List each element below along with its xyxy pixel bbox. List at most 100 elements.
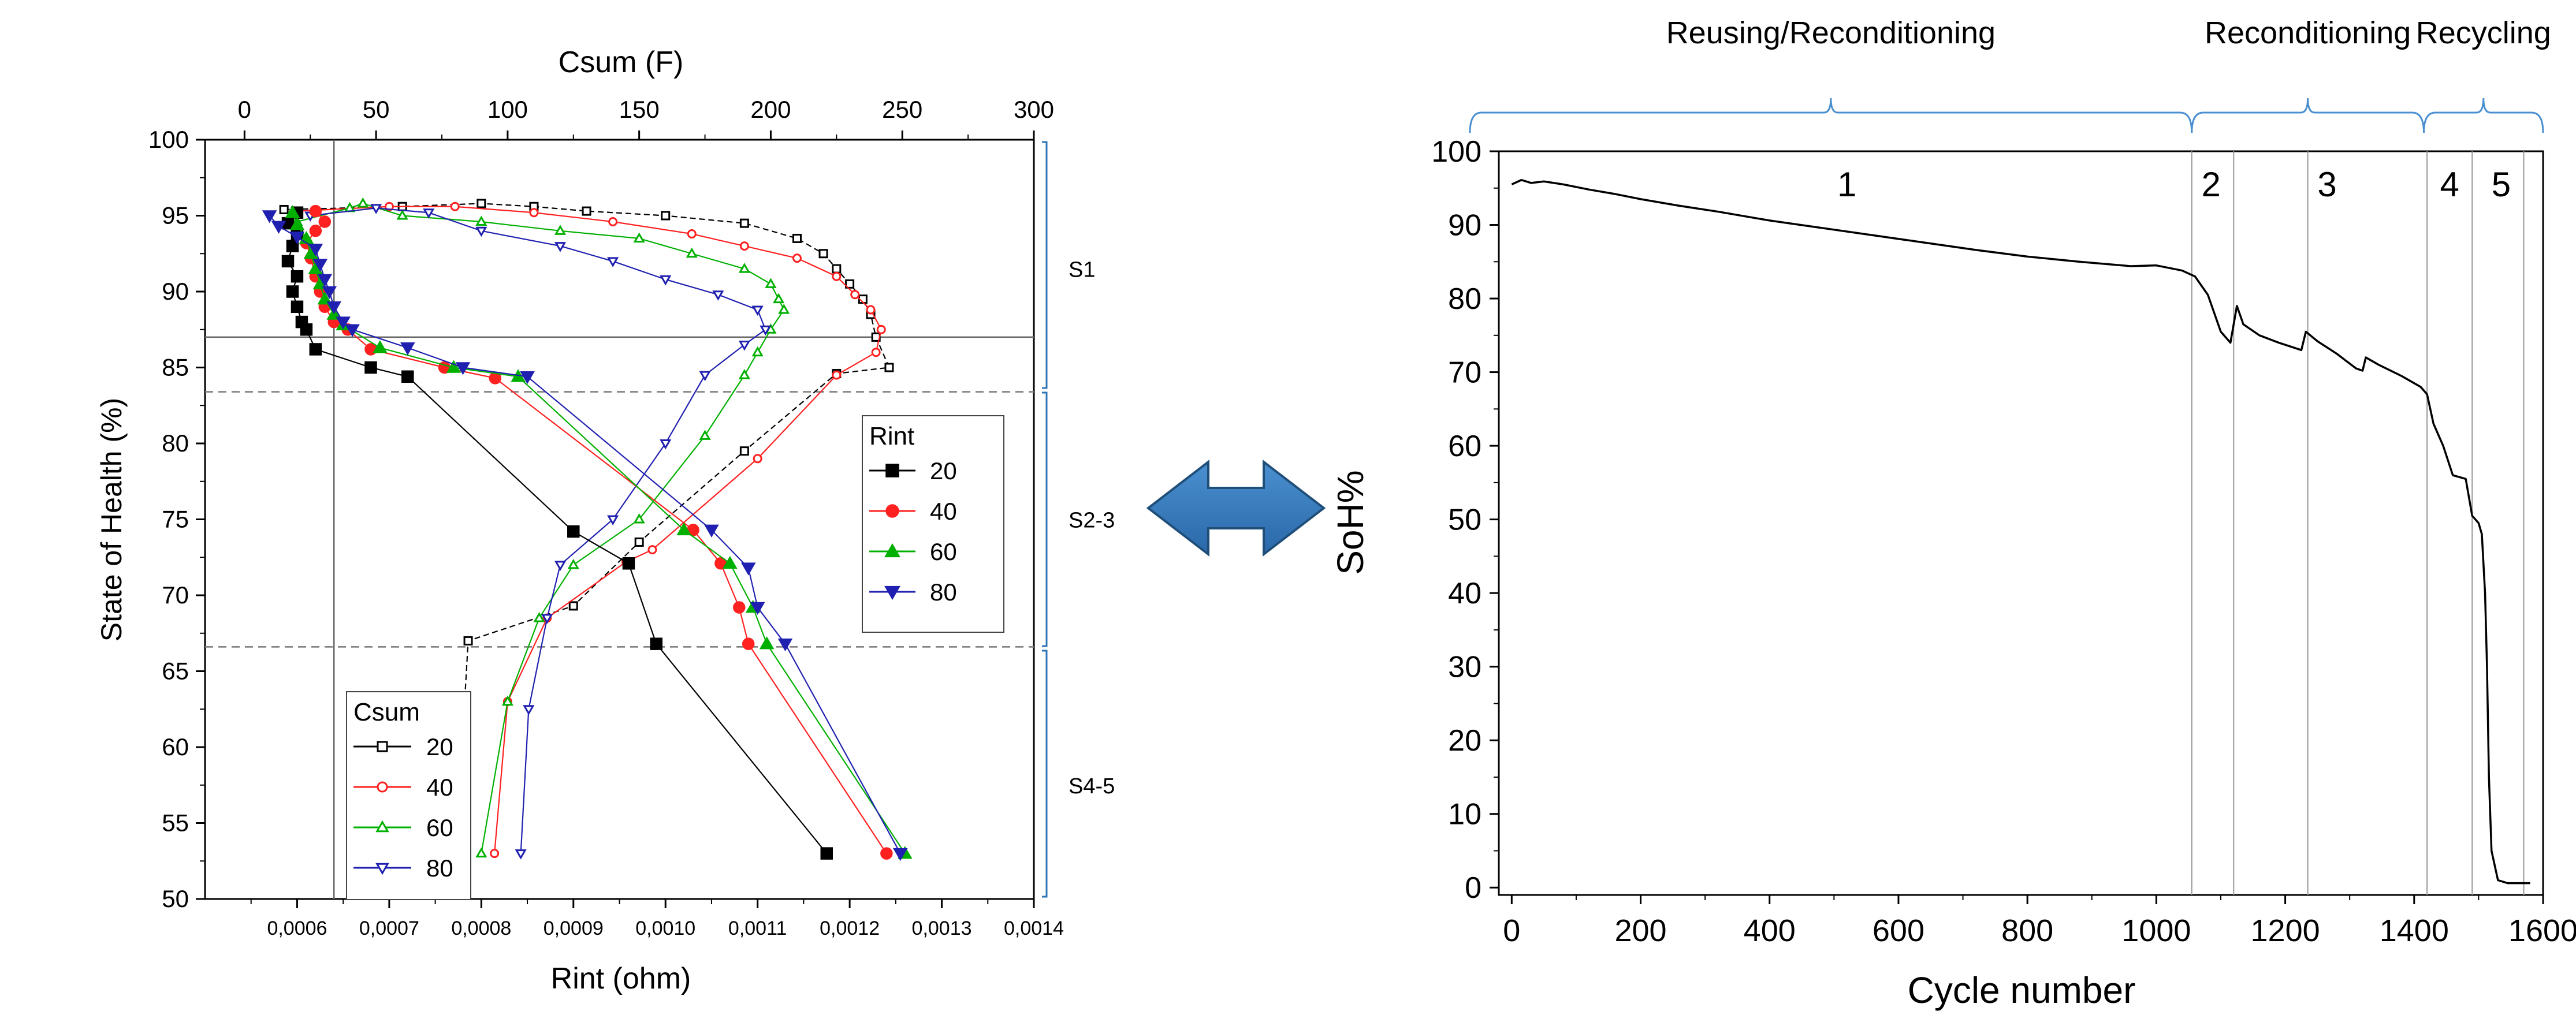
csum-legend-label: 40 [426,774,453,801]
csum-point-40 [850,290,860,300]
rint-point-60 [759,636,775,650]
csum-point-80 [541,614,553,624]
left-x-axis-title: Rint (ohm) [551,962,691,995]
left-x2-tick-label: 0 [238,96,251,123]
csum-point-20 [582,206,591,216]
phase-brace [2191,98,2425,133]
csum-point-80 [423,208,435,219]
rint-point-80 [893,848,908,861]
rint-point-40 [742,637,755,650]
right-y-tick-label: 50 [1448,503,1481,537]
rint-point-80 [400,342,415,356]
csum-point-60 [533,611,545,622]
right-y-axis-title: SoH% [1330,470,1371,574]
csum-point-40 [832,370,842,380]
left-y-tick-label: 55 [162,809,189,837]
csum-point-60 [475,215,487,226]
rint-point-40 [733,601,746,614]
rint-point-80 [271,221,286,234]
csum-point-60 [765,278,777,288]
rint-point-80 [326,301,342,315]
rint-point-80 [336,316,351,330]
csum-point-80 [515,849,527,860]
phase-number: 2 [2202,165,2221,204]
csum-point-20 [739,218,749,228]
left-chart-reference-lines [205,140,1034,899]
phase-brace [2423,98,2544,133]
rint-point-60 [285,205,300,218]
left-x-tick-label: 0,0013 [912,917,972,939]
left-x-tick-label: 0,0010 [635,917,695,939]
csum-point-80 [370,204,382,214]
left-x-tick-label: 0,0011 [728,917,787,939]
csum-legend-label: 20 [426,733,453,760]
csum-point-60 [633,232,645,242]
csum-point-20 [463,636,473,646]
double-headed-arrow-icon [1146,459,1326,557]
stage-bracket [1042,141,1048,389]
right-y-tick-label: 90 [1448,209,1481,242]
rint-point-20 [300,323,313,336]
csum-point-40 [687,229,697,239]
left-y-tick-label: 70 [162,581,189,609]
rint-point-80 [308,244,323,257]
left-x-tick-label: 0,0009 [544,917,604,939]
left-top-axis-title: Csum (F) [559,46,684,79]
rint-point-20 [401,370,414,383]
phase-number: 3 [2317,165,2336,204]
csum-point-60 [699,430,711,440]
left-y-tick-label: 100 [148,126,189,153]
rint-point-80 [750,602,765,615]
rint-legend-entries: 20 40 60 80 [869,457,957,606]
csum-point-60 [633,513,645,524]
csum-point-60 [396,210,408,220]
left-x-tick-label: 0,0006 [267,917,327,939]
rint-point-20 [820,847,833,860]
phase-number: 5 [2492,165,2511,204]
csum-point-80 [607,515,619,525]
rint-legend-label: 80 [930,579,957,606]
csum-point-40 [739,241,749,251]
right-y-tick-label: 100 [1431,135,1481,169]
left-x2-tick-label: 200 [750,96,791,123]
rint-point-20 [281,255,295,268]
left-y-tick-label: 80 [162,430,189,457]
rint-legend-label: 20 [930,457,957,484]
csum-point-80 [554,561,567,571]
rint-point-20 [286,240,299,252]
csum-point-20 [818,249,828,259]
csum-legend-marker [375,820,389,833]
csum-point-80 [554,242,567,252]
right-y-tick-label: 10 [1448,798,1481,831]
phase-braces: Reusing/Reconditioning Reconditioning Recy… [1469,16,2551,133]
right-x-tick-label: 1000 [2121,913,2191,948]
csum-point-60 [738,369,750,379]
csum-point-20 [739,446,749,456]
rint-point-20 [286,285,299,298]
csum-point-40 [866,305,876,315]
phase-divider-lines [2191,151,2525,895]
rint-point-80 [704,524,719,538]
rint-point-60 [289,217,305,230]
csum-point-80 [760,325,772,336]
rint-legend-label: 60 [930,538,957,565]
right-plot-frame [1498,150,2544,896]
right-y-tick-label: 0 [1465,871,1481,905]
right-x-tick-label: 1200 [2251,913,2320,948]
csum-point-20 [661,211,671,221]
rint-point-80 [520,371,535,385]
rint-point-40 [309,225,322,237]
phase-brace-label: Reconditioning [2205,16,2411,50]
left-x-tick-label: 0,0012 [820,917,880,939]
left-y-tick-label: 65 [162,658,189,685]
left-x2-tick-label: 150 [619,96,660,123]
rint-point-80 [455,362,471,375]
left-y-tick-label: 60 [162,733,189,760]
phase-brace [1469,98,2193,133]
rint-point-80 [289,232,305,245]
right-x-tick-label: 1600 [2508,913,2576,948]
soh-curve-group [1511,178,2530,885]
csum-point-80 [523,705,535,715]
